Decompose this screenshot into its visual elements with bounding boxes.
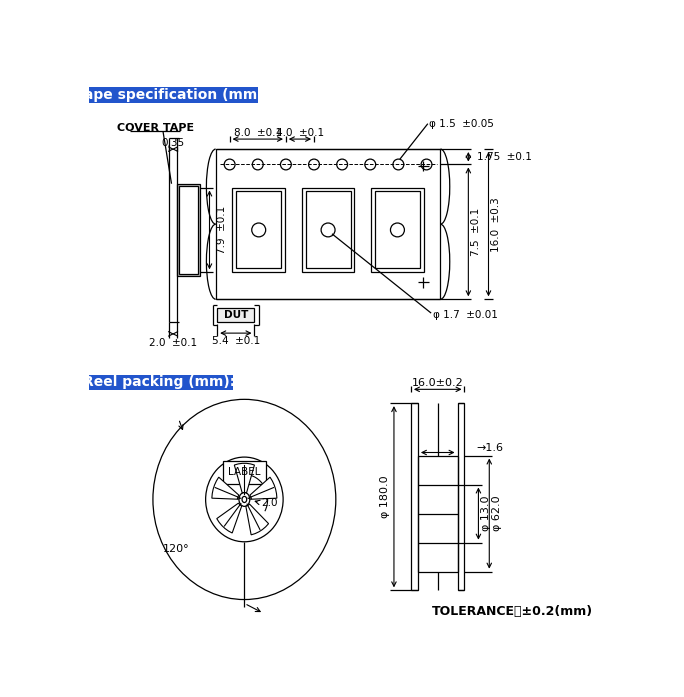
Text: DUT: DUT — [224, 310, 248, 321]
Polygon shape — [217, 503, 241, 533]
Bar — [90, 88, 259, 103]
Text: COVER TAPE: COVER TAPE — [117, 123, 194, 132]
Circle shape — [308, 159, 319, 170]
Circle shape — [252, 159, 263, 170]
Bar — [458, 403, 464, 590]
Circle shape — [393, 159, 404, 170]
Bar — [90, 375, 233, 390]
Text: 8.0  ±0.1: 8.0 ±0.1 — [234, 128, 282, 138]
Text: 120°: 120° — [163, 544, 189, 555]
Circle shape — [252, 223, 265, 237]
Text: φ 1.7  ±0.01: φ 1.7 ±0.01 — [433, 309, 497, 320]
Bar — [375, 192, 420, 268]
Bar — [233, 187, 285, 273]
Polygon shape — [250, 477, 277, 499]
Bar — [236, 192, 281, 268]
Bar — [371, 187, 424, 273]
Circle shape — [280, 159, 291, 170]
Bar — [215, 149, 440, 299]
Text: 7.9  ±0.1: 7.9 ±0.1 — [217, 206, 227, 254]
Polygon shape — [246, 504, 269, 535]
Bar — [218, 309, 254, 322]
Circle shape — [321, 223, 335, 237]
Polygon shape — [212, 477, 239, 499]
Text: 7.5  ±0.1: 7.5 ±0.1 — [471, 208, 481, 256]
Text: 16.0  ±0.3: 16.0 ±0.3 — [491, 197, 501, 252]
Text: φ 180.0: φ 180.0 — [380, 475, 390, 518]
Text: φ 13.0: φ 13.0 — [481, 496, 491, 531]
Text: Reel packing (mm):: Reel packing (mm): — [83, 376, 235, 390]
Text: LABEL: LABEL — [228, 468, 261, 477]
Polygon shape — [235, 464, 254, 493]
Text: φ 1.5  ±0.05: φ 1.5 ±0.05 — [430, 118, 495, 129]
Ellipse shape — [206, 457, 283, 542]
Ellipse shape — [242, 496, 247, 503]
Bar — [179, 186, 198, 274]
Bar — [223, 461, 265, 484]
Bar — [177, 184, 200, 276]
Text: 16.0±0.2: 16.0±0.2 — [412, 378, 464, 388]
Text: 4.0  ±0.1: 4.0 ±0.1 — [276, 128, 324, 138]
Text: Tape specification (mm):: Tape specification (mm): — [76, 89, 269, 102]
Ellipse shape — [153, 399, 336, 599]
Ellipse shape — [239, 493, 250, 506]
Bar — [306, 192, 350, 268]
Text: φ 62.0: φ 62.0 — [492, 496, 502, 531]
Text: 2.0  ±0.1: 2.0 ±0.1 — [149, 338, 197, 348]
Circle shape — [391, 223, 404, 237]
Bar — [302, 187, 354, 273]
Text: 1.75  ±0.1: 1.75 ±0.1 — [477, 152, 531, 162]
Bar — [411, 403, 418, 590]
Circle shape — [421, 159, 432, 170]
Text: 2.0: 2.0 — [261, 498, 278, 508]
Circle shape — [337, 159, 347, 170]
Text: →1.6: →1.6 — [476, 443, 503, 453]
Circle shape — [365, 159, 376, 170]
Text: TOLERANCE：±0.2(mm): TOLERANCE：±0.2(mm) — [432, 606, 593, 618]
Circle shape — [224, 159, 235, 170]
Text: 5.4  ±0.1: 5.4 ±0.1 — [212, 336, 260, 346]
Text: 0.35: 0.35 — [161, 138, 185, 148]
